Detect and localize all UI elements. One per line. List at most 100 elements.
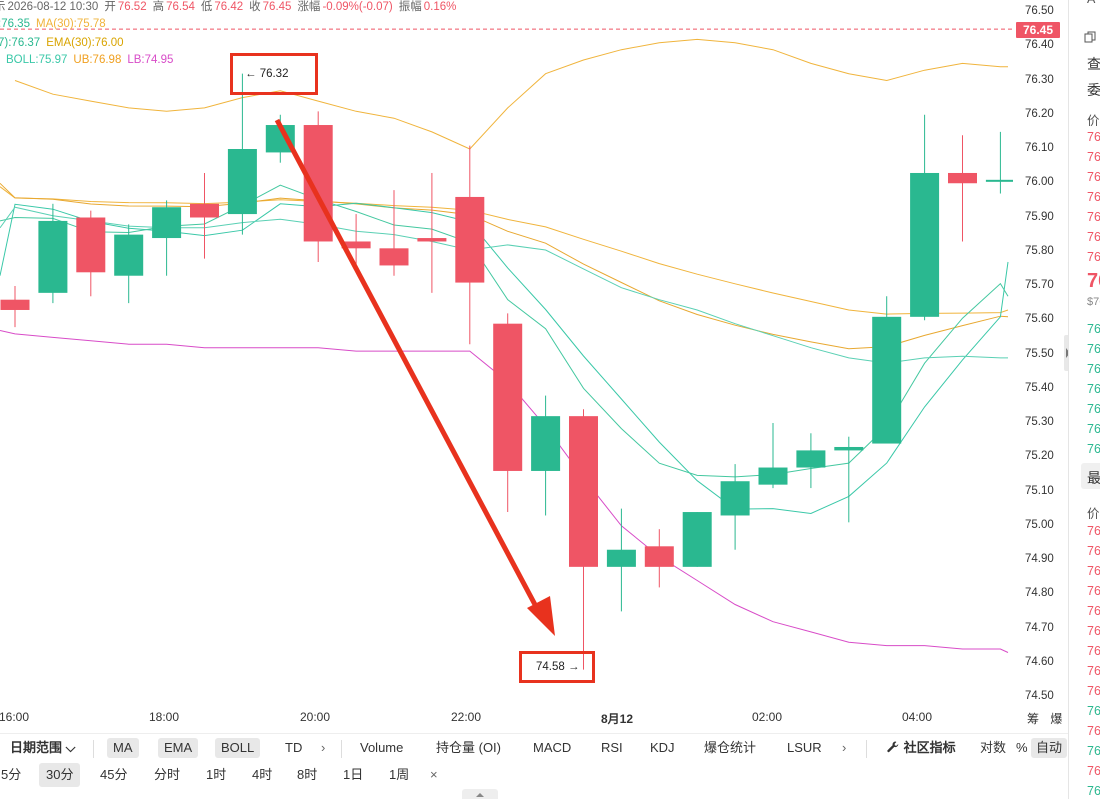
indicator-ema[interactable]: EMA (158, 738, 199, 758)
panel-tab-query[interactable]: 查 (1087, 56, 1100, 72)
candle-body (531, 416, 561, 471)
current-price-tag: 76.45 (1016, 22, 1060, 38)
candle-body (682, 512, 712, 567)
divider (93, 740, 94, 758)
panel-price: 76 (1087, 624, 1100, 638)
price-tick: 75.00 (1025, 518, 1054, 531)
panel-price: 76 (1087, 442, 1100, 456)
high-label: 高 (152, 1, 165, 13)
indicator-ma[interactable]: MA (107, 738, 139, 758)
price-tick: 74.70 (1025, 621, 1054, 634)
amp-label: 振幅 (398, 1, 422, 13)
sub-indicator-volume[interactable]: Volume (360, 740, 404, 755)
axis-extra-label[interactable]: 筹 爆 (1027, 712, 1067, 726)
info-prefix: 示 (0, 1, 6, 13)
time-tick: 22:00 (451, 710, 482, 724)
ma-info-row: :76.35 MA(30):75.78 (0, 17, 112, 31)
sub-indicator-oi[interactable]: 持仓量 (OI) (436, 740, 501, 755)
price-tick: 75.10 (1025, 484, 1054, 497)
price-tick: 75.70 (1025, 279, 1054, 291)
collapse-handle[interactable] (462, 789, 498, 799)
interval-toolbar: 5分 30分 45分 分时 1时 4时 8时 1日 1周 × (0, 761, 1068, 791)
interval-4h[interactable]: 4时 (252, 767, 273, 782)
panel-price: 76 (1087, 322, 1100, 336)
copy-icon[interactable] (1084, 31, 1096, 43)
ma-short-value: :76.35 (0, 18, 30, 30)
panel-price: 76 (1087, 190, 1100, 204)
candle-body (190, 203, 219, 218)
low-annotation-label: 74.58 → (536, 661, 580, 673)
price-tick: 75.80 (1025, 244, 1054, 257)
candle-body (227, 149, 257, 215)
interval-1h[interactable]: 1时 (206, 767, 227, 782)
percent-scale-toggle[interactable]: % (1016, 740, 1028, 755)
date-range-button[interactable]: 日期范围 ⌵ (10, 738, 76, 758)
community-indicator-button[interactable]: 社区指标 (886, 738, 956, 758)
price-tick: 76.50 (1025, 5, 1054, 17)
panel-price: 76 (1087, 402, 1100, 416)
sub-indicator-macd[interactable]: MACD (533, 740, 572, 755)
price-tick: 76.00 (1025, 176, 1054, 189)
latest-tab[interactable] (1081, 463, 1100, 489)
ma30-value: MA(30):75.78 (35, 18, 106, 30)
interval-1w[interactable]: 1周 (389, 767, 410, 782)
change-label: 涨幅 (297, 1, 321, 13)
panel-price: 76 (1087, 170, 1100, 184)
low-label: 低 (200, 1, 213, 13)
price-axis[interactable]: 76.50 76.4576.40 76.30 76.20 76.10 76.00 75.90… (1013, 0, 1065, 710)
panel-price: 76 (1087, 230, 1100, 244)
chevron-right-icon[interactable]: › (321, 740, 326, 755)
interval-8h[interactable]: 8时 (297, 767, 318, 782)
panel-price: 76 (1087, 604, 1100, 618)
caret-up-icon (476, 793, 484, 797)
indicator-td[interactable]: TD (285, 740, 303, 755)
interval-timeline[interactable]: 分时 (154, 767, 181, 782)
low-value: 76.42 (214, 1, 244, 13)
interval-30m[interactable]: 30分 (39, 763, 81, 787)
panel-price: 76 (1087, 382, 1100, 396)
sub-indicator-lsur[interactable]: LSUR (787, 740, 822, 755)
chevron-down-icon: ⌵ (65, 740, 76, 755)
interval-1d[interactable]: 1日 (343, 767, 364, 782)
log-scale-toggle[interactable]: 对数 (980, 740, 1007, 755)
high-annotation-box: ← 76.32 (230, 53, 318, 95)
candle-body (76, 217, 106, 273)
time-tick: 16:00 (0, 710, 30, 724)
panel-price: 76 (1087, 150, 1100, 164)
open-label: 开 (104, 1, 116, 13)
boll-ub-value: UB:76.98 (73, 54, 122, 66)
candle-body (910, 172, 940, 317)
panel-price: 76 (1087, 130, 1100, 144)
sub-indicator-liquidation[interactable]: 爆仓统计 (704, 740, 757, 755)
chevron-right-icon[interactable]: › (842, 740, 847, 755)
panel-tab-orders[interactable]: 委 (1087, 82, 1100, 98)
price-tick: 75.60 (1025, 313, 1054, 326)
interval-45m[interactable]: 45分 (100, 767, 128, 782)
ema30-value: EMA(30):76.00 (46, 37, 124, 49)
candle-body (796, 450, 826, 468)
close-icon[interactable]: × (430, 767, 438, 782)
indicator-boll[interactable]: BOLL (215, 738, 261, 758)
annotation-arrow-head (527, 596, 555, 636)
last-price-usd: $76 (1087, 296, 1100, 308)
candle-body (114, 234, 144, 276)
panel-price: 76 (1087, 342, 1100, 356)
panel-price: 76 (1087, 744, 1100, 758)
candle-body (872, 316, 902, 444)
candle-body (758, 467, 788, 485)
sub-indicator-rsi[interactable]: RSI (601, 740, 623, 755)
sub-indicator-kdj[interactable]: KDJ (650, 740, 675, 755)
panel-price: 76 (1087, 684, 1100, 698)
interval-5m[interactable]: 5分 (1, 767, 22, 782)
panel-price: 76 (1087, 664, 1100, 678)
candle-body (493, 323, 523, 471)
candle-body (644, 546, 674, 567)
date-range-label: 日期范围 (10, 740, 63, 755)
candle-body (985, 179, 1013, 182)
panel-price: 76 (1087, 584, 1100, 598)
candlestick-chart[interactable] (0, 0, 1013, 708)
order-book-panel: A 查 委 价格 76 76 76 76 76 76 76 76 $76 76 76 76 76 7… (1068, 0, 1100, 799)
time-tick: 20:00 (300, 710, 331, 724)
auto-scale-toggle[interactable]: 自动 (1031, 738, 1068, 758)
